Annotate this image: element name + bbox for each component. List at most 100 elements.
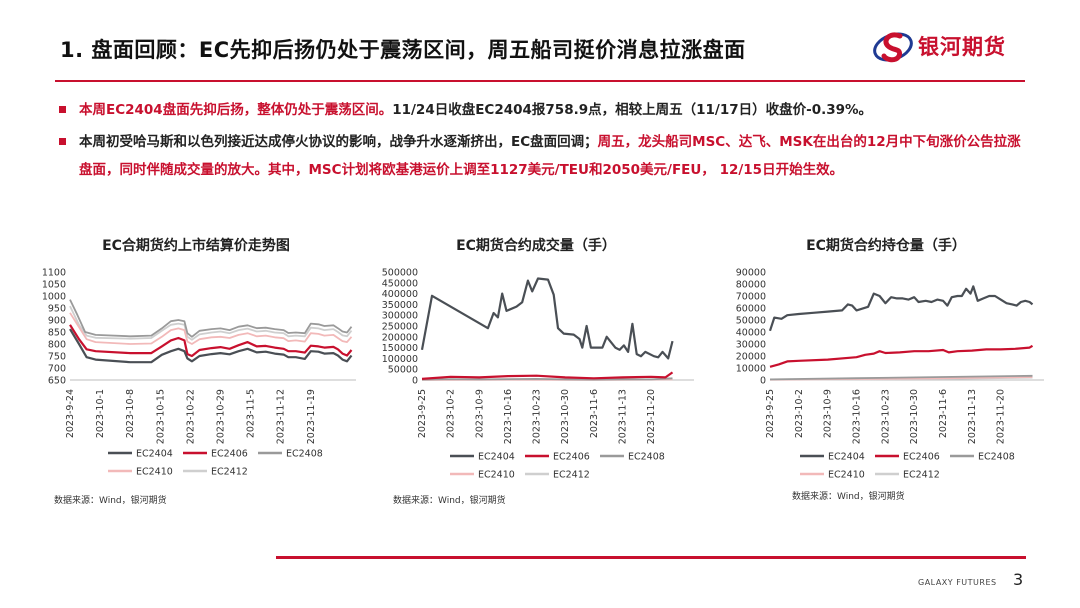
legend-label: EC2408 [286, 449, 323, 460]
bullet-list: 本周EC2404盘面先抑后扬，整体仍处于震荡区间。11/24日收盘EC2404报… [55, 96, 1030, 184]
y-tick-label: 90000 [736, 268, 766, 279]
x-tick-label: 2023-10-9 [823, 389, 834, 438]
y-tick-label: 800 [48, 340, 66, 351]
y-tick-label: 700 [48, 364, 66, 375]
x-tick-label: 2023-10-23 [880, 389, 891, 444]
series-line-ec2404 [69, 328, 353, 364]
y-tick-label: 80000 [736, 280, 766, 291]
legend-label: EC2412 [903, 470, 940, 481]
series-line-ec2404 [420, 277, 674, 360]
series-line-ec2406 [69, 324, 353, 358]
legend-label: EC2410 [478, 470, 515, 481]
legend-label: EC2406 [211, 449, 248, 460]
source-note-3: 数据来源：Wind，银河期货 [792, 492, 905, 502]
y-tick-label: 60000 [736, 304, 766, 315]
x-tick-label: 2023-11-13 [967, 389, 978, 444]
bullet-1-text: 11/24日收盘EC2404报758.9点，相较上周五（11/17日）收盘价-0… [392, 102, 873, 118]
x-tick-label: 2023-10-22 [185, 389, 196, 444]
x-tick-label: 2023-11-19 [306, 389, 317, 444]
bullet-marker-icon [59, 138, 66, 145]
galaxy-logo-icon [873, 32, 913, 63]
x-tick-label: 2023-10-8 [125, 389, 136, 438]
x-tick-label: 2023-10-1 [95, 389, 106, 438]
bullet-2-highlight: 周五，龙头船司MSC、达飞、MSK在出台的12月中下旬涨价公告拉涨盘面，同时伴随… [79, 134, 1021, 178]
bullet-1: 本周EC2404盘面先抑后扬，整体仍处于震荡区间。11/24日收盘EC2404报… [55, 96, 1030, 124]
y-tick-label: 20000 [736, 352, 766, 363]
chart-open-interest: EC期货合约持仓量（手） 90000 80000 70000 60000 50000 400… [720, 228, 1052, 518]
y-tick-label: 40000 [736, 328, 766, 339]
y-tick-label: 0 [412, 376, 418, 387]
y-tick-label: 750 [48, 352, 66, 363]
series-line-ec2408 [769, 374, 1033, 381]
x-tick-label: 2023-10-29 [216, 389, 227, 444]
chart-svg: EC期货合约成交量（手）5000004500004000003500003000… [382, 237, 694, 481]
series-line-ec2406 [421, 371, 674, 380]
series-line-ec2404 [768, 285, 1034, 332]
bullet-1-highlight: 本周EC2404盘面先抑后扬，整体仍处于震荡区间。 [79, 102, 393, 118]
y-tick-label: 900 [48, 316, 66, 327]
y-tick-label: 250000 [382, 322, 418, 333]
page-title: 1. 盘面回顾：EC先抑后扬仍处于震荡区间，周五船司挺价消息拉涨盘面 [60, 38, 746, 62]
chart-title: EC期货合约成交量（手） [456, 237, 616, 254]
series-line-ec2412 [69, 305, 353, 341]
x-tick-label: 2023-10-2 [446, 389, 457, 438]
y-tick-label: 400000 [382, 289, 418, 300]
y-tick-label: 150000 [382, 343, 418, 354]
footer-divider [276, 556, 1026, 559]
source-note-2: 数据来源：Wind，银河期货 [393, 496, 506, 506]
x-tick-label: 2023-10-9 [474, 389, 485, 438]
y-tick-label: 1100 [42, 268, 66, 279]
source-note-1: 数据来源：Wind，银河期货 [54, 496, 167, 506]
x-tick-label: 2023-11-20 [646, 389, 657, 444]
x-tick-label: 2023-11-20 [996, 389, 1007, 444]
y-tick-label: 100000 [382, 354, 418, 365]
legend-label: EC2404 [136, 449, 173, 460]
x-tick-label: 2023-11-6 [938, 389, 949, 438]
series-line-ec2406 [769, 344, 1034, 368]
y-tick-label: 10000 [736, 364, 766, 375]
company-logo: 银河期货 [872, 26, 1042, 68]
x-tick-label: 2023-10-30 [560, 389, 571, 444]
chart-svg: EC期货合约持仓量（手） 9000080000700006000050000400… [736, 237, 1044, 481]
y-tick-label: 450000 [382, 278, 418, 289]
legend-label: EC2412 [553, 470, 590, 481]
x-tick-label: 2023-11-5 [246, 389, 257, 438]
legend-label: EC2410 [828, 470, 865, 481]
legend-label: EC2410 [136, 467, 173, 478]
y-tick-label: 650 [48, 376, 66, 387]
bullet-2: 本周初受哈马斯和以色列接近达成停火协议的影响，战争升水逐渐挤出，EC盘面回调；周… [55, 128, 1030, 184]
x-tick-label: 2023-10-30 [909, 389, 920, 444]
y-tick-label: 500000 [382, 268, 418, 279]
y-tick-label: 70000 [736, 292, 766, 303]
y-tick-label: 200000 [382, 332, 418, 343]
x-tick-label: 2023-9-25 [417, 389, 428, 438]
legend-label: EC2406 [553, 452, 590, 463]
legend-label: EC2406 [903, 452, 940, 463]
legend-label: EC2404 [478, 452, 515, 463]
footer-brand: GALAXY FUTURES [918, 578, 997, 587]
series-line-ec2408 [421, 377, 673, 381]
legend-label: EC2404 [828, 452, 865, 463]
y-tick-label: 350000 [382, 300, 418, 311]
x-tick-label: 2023-11-6 [589, 389, 600, 438]
y-tick-label: 30000 [736, 340, 766, 351]
x-tick-label: 2023-9-24 [65, 389, 76, 438]
y-tick-label: 0 [760, 376, 766, 387]
chart-title: EC合期货约上市结算价走势图 [102, 237, 290, 254]
x-tick-label: 2023-10-23 [532, 389, 543, 444]
x-tick-label: 2023-10-16 [852, 389, 863, 444]
y-tick-label: 50000 [388, 365, 418, 376]
chart-title: EC期货合约持仓量（手） [806, 237, 966, 254]
series-line-ec2408 [69, 299, 353, 338]
x-tick-label: 2023-10-2 [794, 389, 805, 438]
header-divider [55, 80, 1025, 82]
x-tick-label: 2023-11-12 [276, 389, 287, 444]
y-tick-label: 1050 [42, 280, 66, 291]
logo-text: 银河期货 [918, 35, 1006, 59]
legend-label: EC2408 [978, 452, 1015, 463]
legend-label: EC2412 [211, 467, 248, 478]
chart-settlement-price: EC合期货约上市结算价走势图 1100 1050 1000 950 900 850 800 75… [30, 228, 362, 518]
x-tick-label: 2023-10-15 [155, 389, 166, 444]
y-tick-label: 850 [48, 328, 66, 339]
x-tick-label: 2023-9-25 [765, 389, 776, 438]
